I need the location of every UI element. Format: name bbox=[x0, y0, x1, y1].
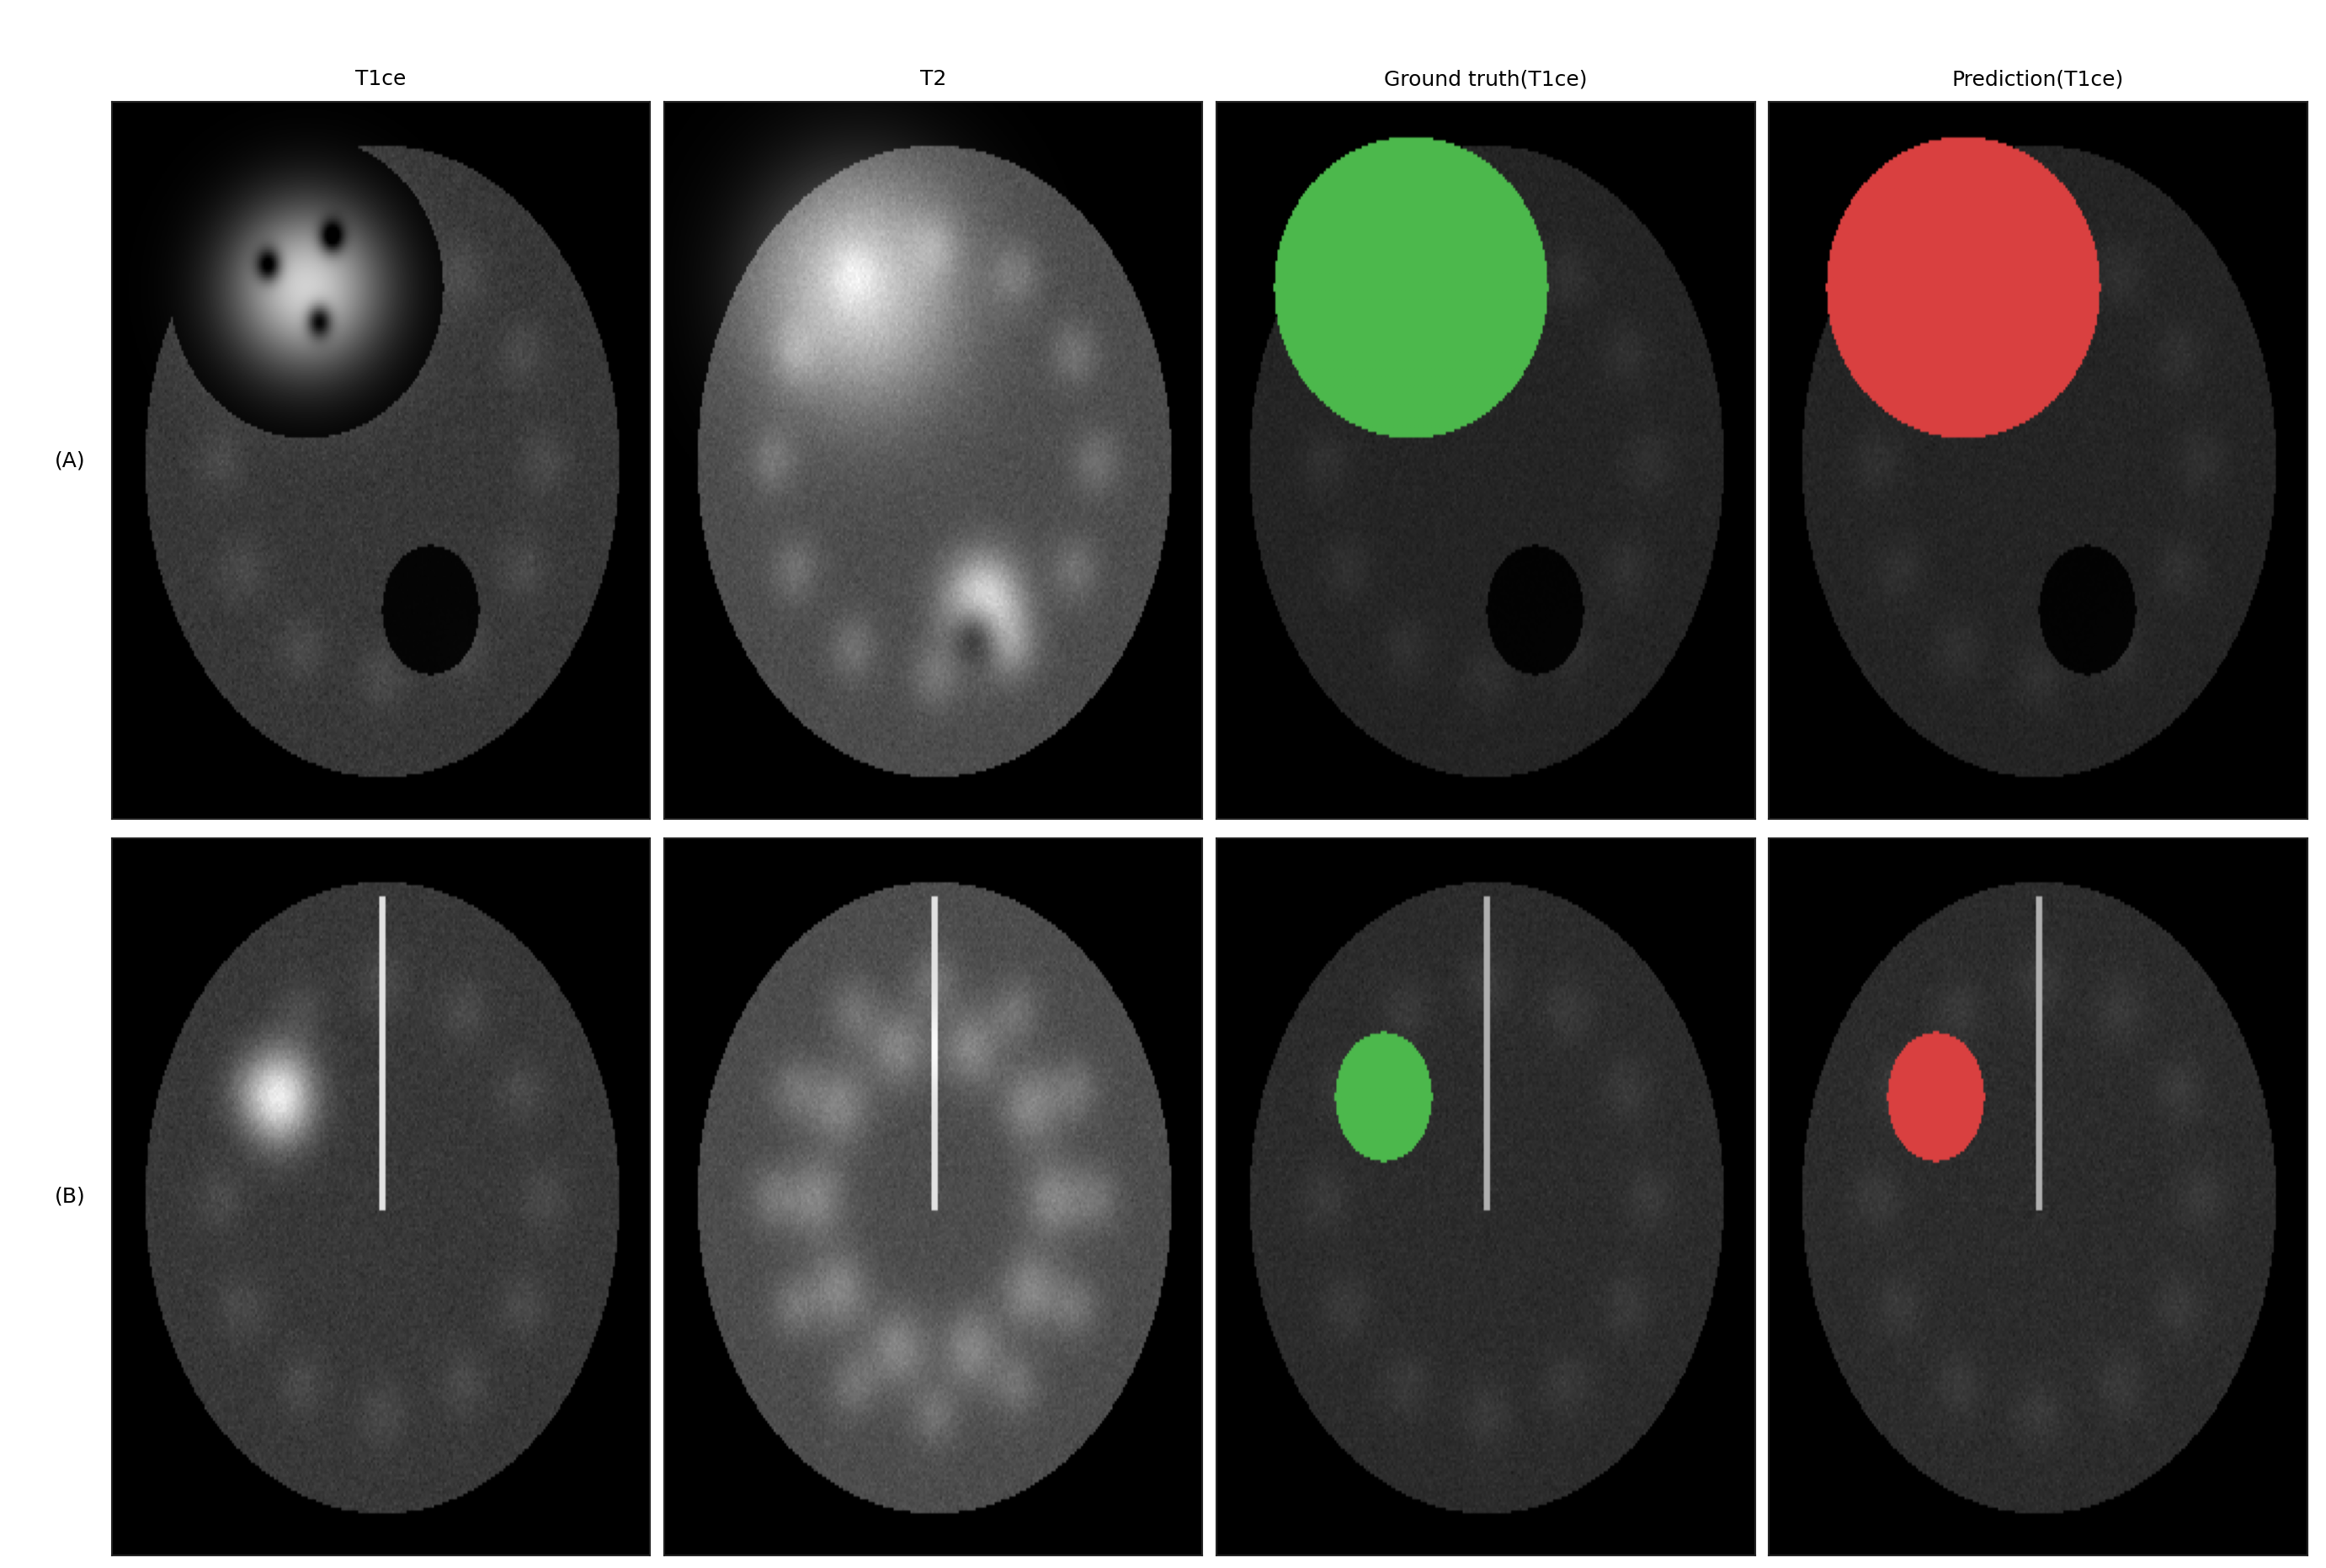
Text: Prediction(T1ce): Prediction(T1ce) bbox=[1952, 69, 2124, 89]
Text: (B): (B) bbox=[53, 1187, 86, 1207]
Text: Ground truth(T1ce): Ground truth(T1ce) bbox=[1384, 69, 1586, 89]
Text: (A): (A) bbox=[53, 450, 86, 470]
Text: T2: T2 bbox=[921, 69, 947, 89]
Text: T1ce: T1ce bbox=[356, 69, 407, 89]
